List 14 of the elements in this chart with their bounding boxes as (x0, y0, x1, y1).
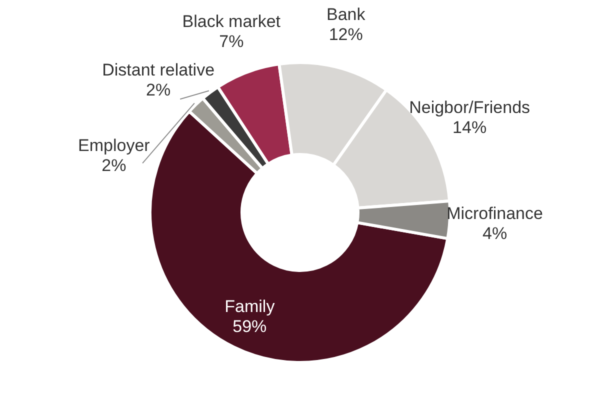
data-label: 14% (452, 118, 487, 138)
slice-label: Bank (326, 4, 366, 24)
slice-label: Employer (78, 136, 150, 156)
data-label: 7% (219, 32, 244, 51)
data-label: 2% (146, 80, 171, 100)
slice-label: Distant relative (102, 60, 215, 80)
data-label: 59% (232, 316, 267, 336)
slice-label: Black market (182, 12, 281, 31)
data-label: 12% (328, 24, 363, 44)
data-label: 4% (482, 224, 508, 244)
data-label: 2% (102, 156, 126, 176)
slice-label: Family (224, 296, 276, 316)
slice-label: Microfinance (446, 204, 543, 224)
slice-label: Neigbor/Friends (409, 98, 530, 118)
